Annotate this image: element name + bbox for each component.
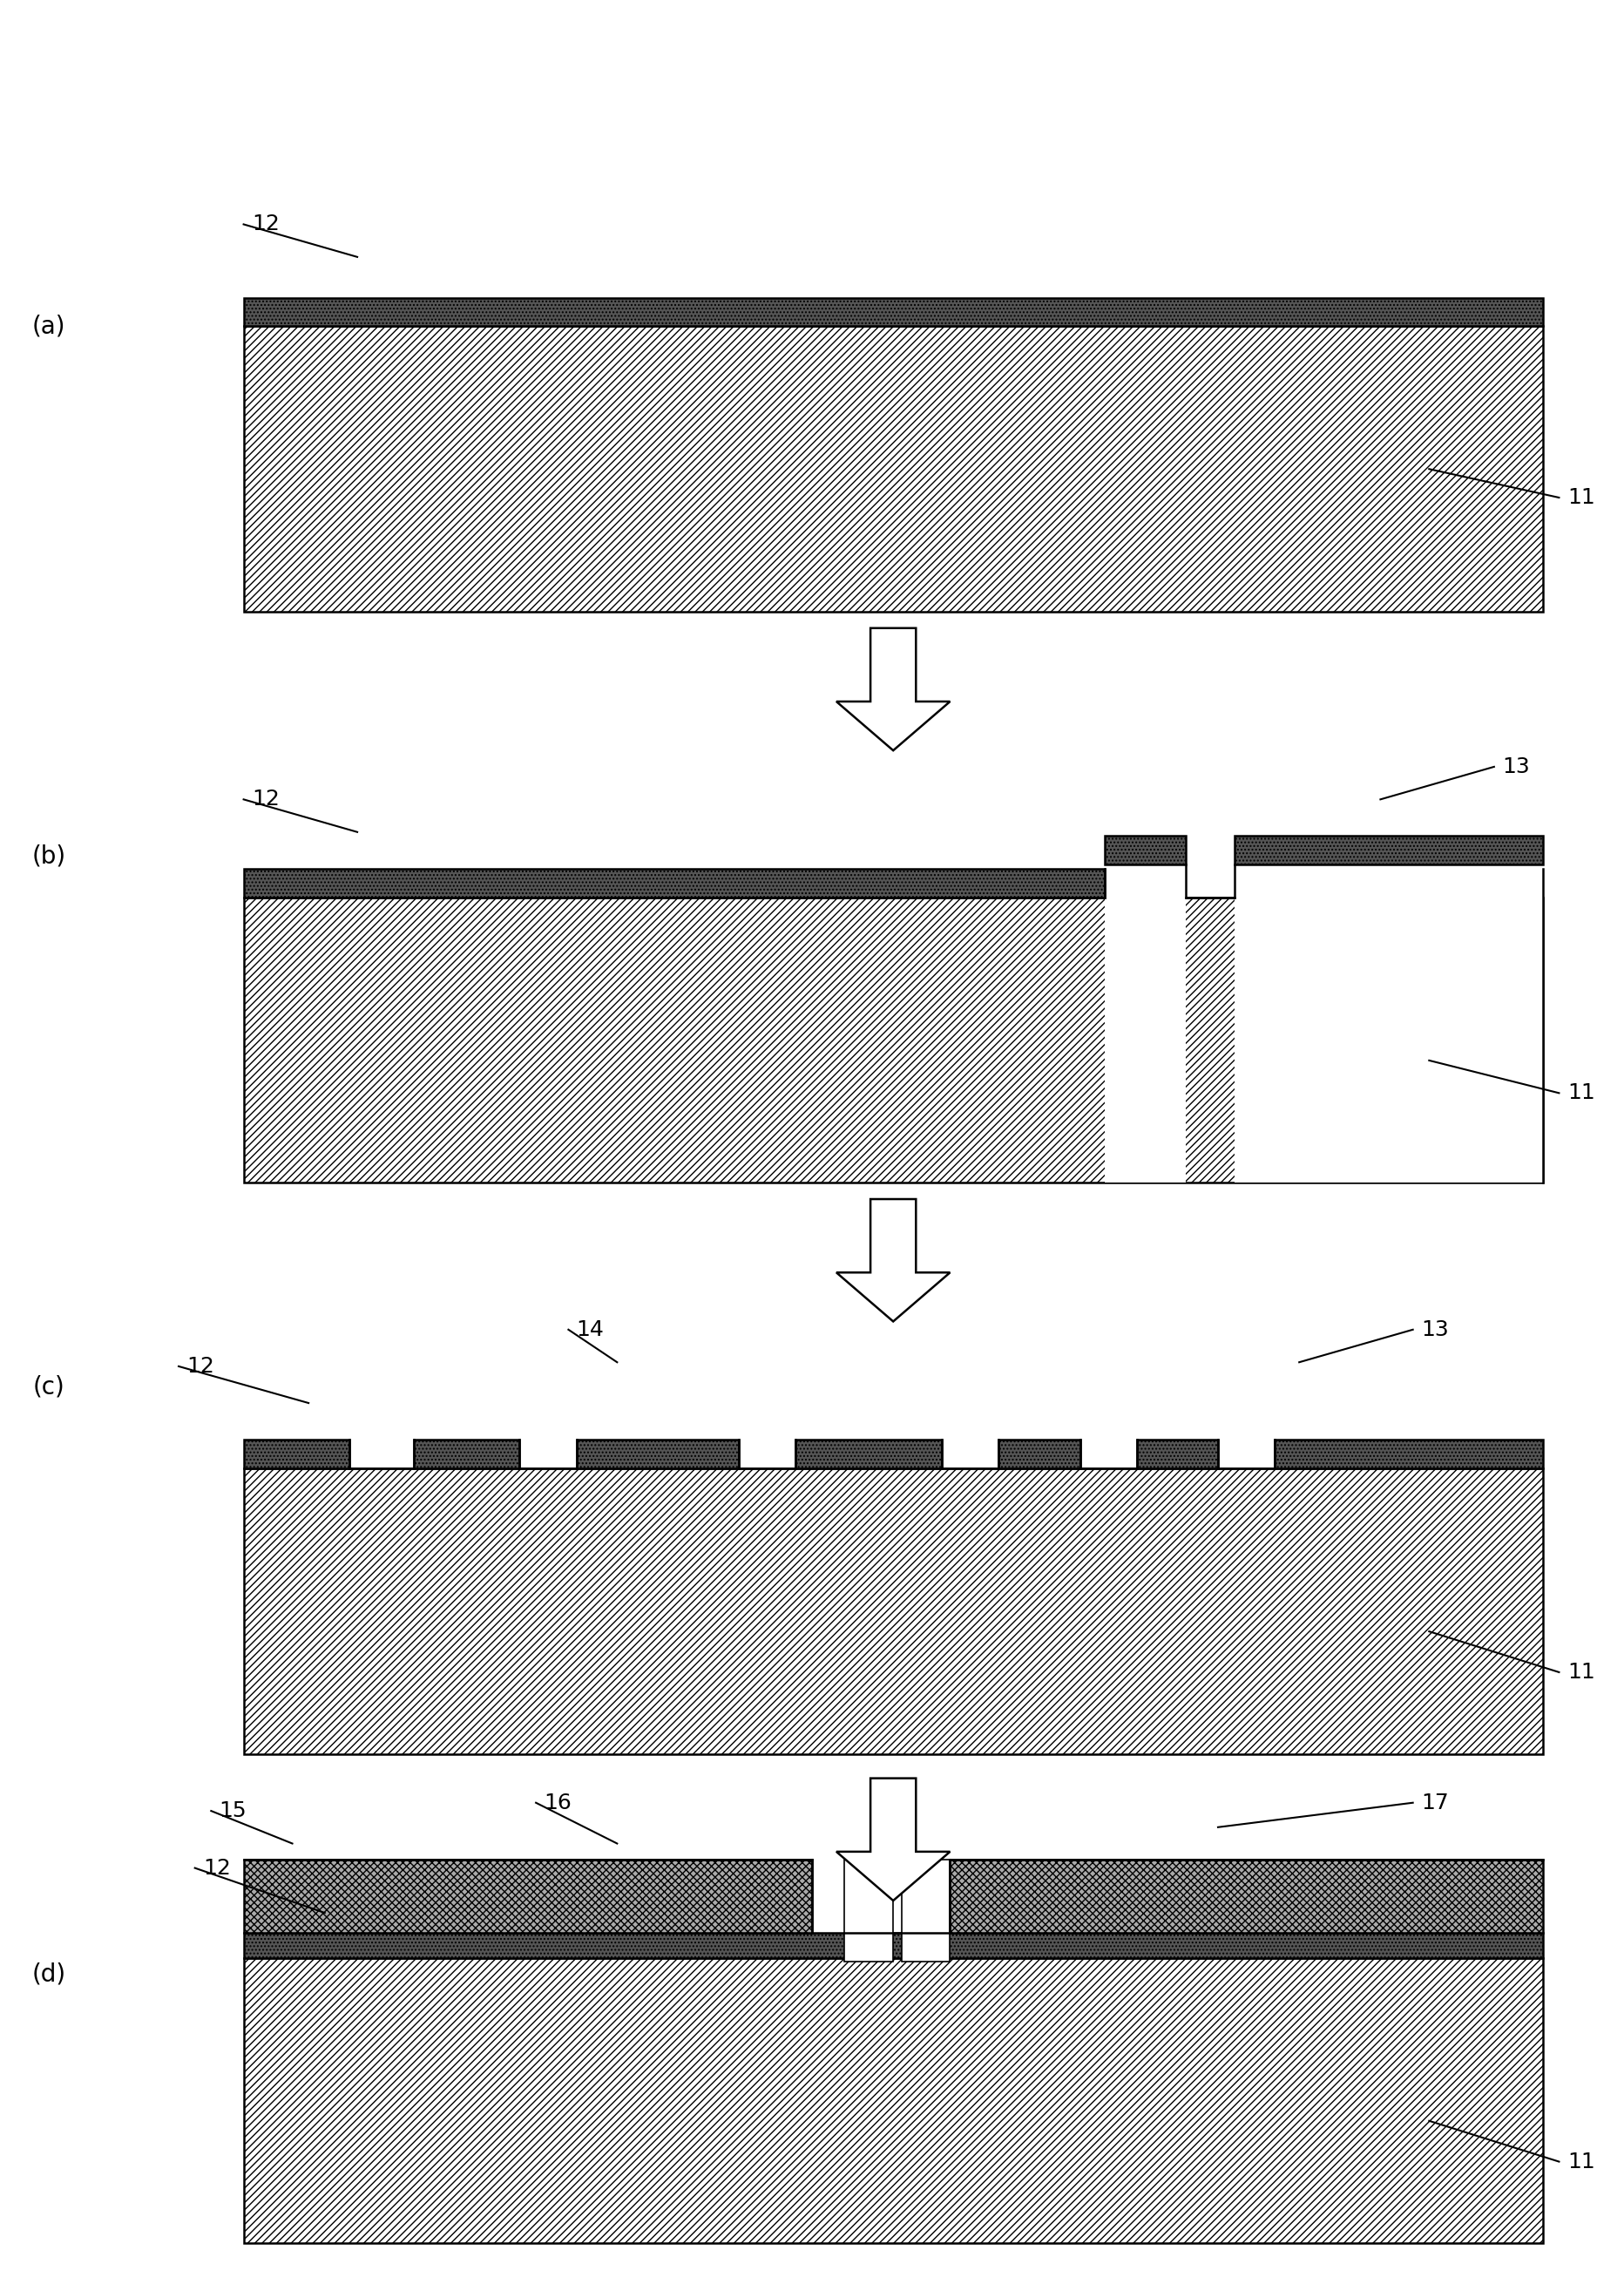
Text: 12: 12 bbox=[187, 1357, 214, 1377]
Polygon shape bbox=[836, 1199, 950, 1322]
Text: 12: 12 bbox=[252, 215, 279, 235]
Polygon shape bbox=[836, 1779, 950, 1900]
Bar bbox=[950, 1859, 1543, 1932]
Bar bbox=[1234, 866, 1543, 1183]
Bar bbox=[577, 1439, 739, 1469]
Text: (c): (c) bbox=[32, 1375, 65, 1398]
Text: 11: 11 bbox=[1567, 1663, 1595, 1683]
Bar bbox=[1137, 1439, 1218, 1469]
Bar bbox=[244, 868, 1104, 898]
Text: (a): (a) bbox=[32, 315, 65, 338]
Bar bbox=[244, 898, 1543, 1183]
Text: 17: 17 bbox=[1421, 1793, 1449, 1813]
Text: (d): (d) bbox=[32, 1962, 65, 1987]
Bar bbox=[796, 1439, 942, 1469]
Text: 11: 11 bbox=[1567, 1083, 1595, 1103]
Bar bbox=[244, 1957, 1543, 2243]
Text: 16: 16 bbox=[544, 1793, 572, 1813]
Text: 11: 11 bbox=[1567, 486, 1595, 507]
Bar bbox=[244, 1932, 1543, 1957]
Polygon shape bbox=[836, 628, 950, 751]
Text: 15: 15 bbox=[219, 1800, 247, 1820]
Bar bbox=[1104, 866, 1186, 1183]
Text: 12: 12 bbox=[252, 788, 279, 811]
Bar bbox=[414, 1439, 520, 1469]
Bar bbox=[844, 1859, 893, 1962]
Bar bbox=[999, 1439, 1080, 1469]
Bar bbox=[1275, 1439, 1543, 1469]
Text: 13: 13 bbox=[1421, 1320, 1449, 1341]
Text: 12: 12 bbox=[203, 1857, 231, 1877]
Bar bbox=[1104, 836, 1186, 866]
Bar bbox=[244, 327, 1543, 612]
Bar bbox=[244, 297, 1543, 327]
Text: 11: 11 bbox=[1567, 2152, 1595, 2172]
Bar bbox=[244, 1859, 812, 1932]
Bar bbox=[244, 1439, 349, 1469]
Text: 14: 14 bbox=[577, 1320, 604, 1341]
Bar bbox=[244, 1469, 1543, 1754]
Text: 13: 13 bbox=[1502, 756, 1530, 777]
Bar bbox=[1234, 836, 1543, 866]
Bar bbox=[901, 1859, 950, 1962]
Text: (b): (b) bbox=[32, 845, 65, 868]
